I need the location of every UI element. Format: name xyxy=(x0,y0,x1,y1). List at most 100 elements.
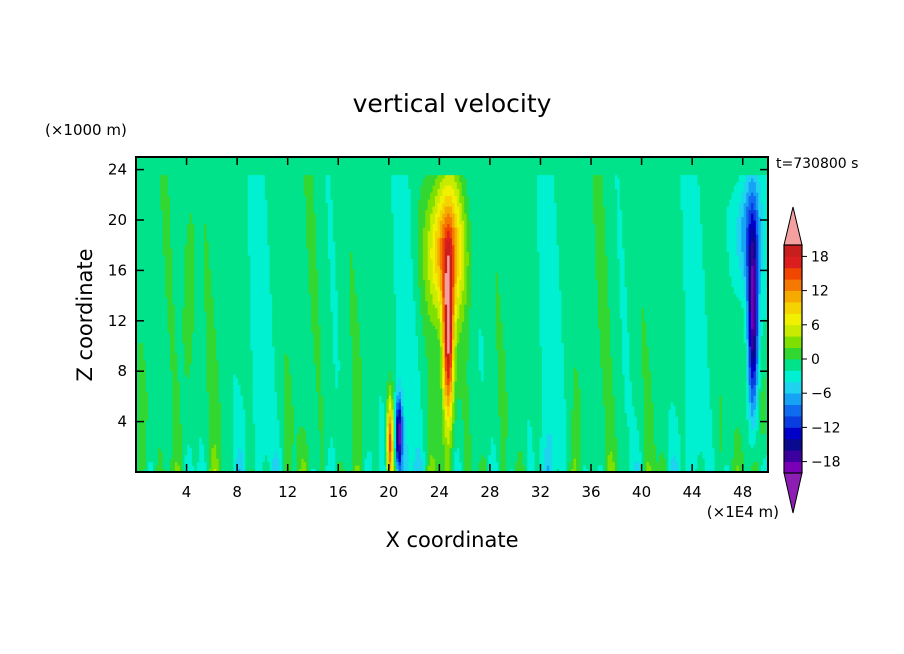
field-cell xyxy=(503,430,507,435)
field-cell xyxy=(571,447,575,452)
field-cell xyxy=(476,426,480,431)
field-cell xyxy=(383,468,387,472)
field-cell xyxy=(396,423,400,428)
field-cell xyxy=(748,426,752,431)
field-cell xyxy=(524,461,528,466)
field-cell xyxy=(140,468,144,472)
field-cell xyxy=(738,454,742,459)
field-cell xyxy=(488,454,492,459)
field-cell xyxy=(459,416,463,421)
field-cell xyxy=(648,458,652,463)
field-cell xyxy=(529,437,533,442)
field-cell xyxy=(330,451,334,456)
field-cell xyxy=(143,444,147,449)
field-cell xyxy=(549,437,553,442)
field-cell xyxy=(315,461,319,466)
field-cell xyxy=(337,447,341,452)
field-cell xyxy=(464,412,468,417)
field-cell xyxy=(155,454,159,459)
field-cell xyxy=(228,458,232,463)
field-cell xyxy=(320,419,324,424)
field-cell xyxy=(697,468,701,472)
field-cell xyxy=(430,426,434,431)
field-cell xyxy=(646,465,650,470)
field-cell xyxy=(554,437,558,442)
field-cell xyxy=(658,447,662,452)
field-cell xyxy=(291,433,295,438)
field-cell xyxy=(179,430,183,435)
field-cell xyxy=(420,426,424,431)
field-cell xyxy=(347,412,351,417)
field-cell xyxy=(682,423,686,428)
field-cell xyxy=(721,437,725,442)
field-cell xyxy=(366,419,370,424)
field-cell xyxy=(755,465,759,470)
field-cell xyxy=(699,419,703,424)
field-cell xyxy=(376,416,380,421)
field-cell xyxy=(692,423,696,428)
field-cell xyxy=(597,461,601,466)
field-cell xyxy=(434,416,439,421)
field-cell xyxy=(439,426,443,431)
field-cell xyxy=(498,426,502,431)
field-cell xyxy=(179,437,183,442)
field-cell xyxy=(454,465,458,470)
field-cell xyxy=(507,419,511,424)
field-cell xyxy=(753,430,757,435)
field-cell xyxy=(383,444,387,449)
field-cell xyxy=(549,423,553,428)
field-cell xyxy=(257,416,261,421)
field-cell xyxy=(413,433,417,438)
field-cell xyxy=(704,416,708,421)
field-cell xyxy=(298,454,302,459)
field-cell xyxy=(413,468,417,472)
field-cell xyxy=(498,451,502,456)
field-cell xyxy=(493,430,497,435)
field-cell xyxy=(213,437,217,442)
field-cell xyxy=(704,440,708,445)
field-cell xyxy=(607,437,611,442)
field-cell xyxy=(325,437,329,442)
field-cell xyxy=(568,461,572,466)
field-cell xyxy=(692,416,696,421)
field-cell xyxy=(568,416,572,421)
field-cell xyxy=(352,468,356,472)
field-cell xyxy=(228,423,232,428)
field-cell xyxy=(648,437,652,442)
field-cell xyxy=(583,454,587,459)
field-cell xyxy=(415,447,419,452)
field-cell xyxy=(374,444,378,449)
field-cell xyxy=(656,461,660,466)
field-cell xyxy=(328,465,332,470)
field-cell xyxy=(318,461,322,466)
field-cell xyxy=(719,423,723,428)
field-cell xyxy=(571,440,575,445)
field-cell xyxy=(624,461,628,466)
field-cell xyxy=(578,430,582,435)
field-cell xyxy=(585,444,589,449)
field-cell xyxy=(658,468,662,472)
field-cell xyxy=(150,451,154,456)
field-cell xyxy=(376,451,380,456)
field-cell xyxy=(721,426,725,431)
field-cell xyxy=(597,454,601,459)
field-cell xyxy=(743,451,747,456)
field-cell xyxy=(208,451,212,456)
field-cell xyxy=(383,454,387,459)
field-cell xyxy=(707,430,711,435)
field-cell xyxy=(179,444,183,449)
field-cell xyxy=(605,447,609,452)
field-cell xyxy=(415,444,419,449)
field-cell xyxy=(639,454,643,459)
field-cell xyxy=(425,458,429,463)
field-cell xyxy=(682,461,686,466)
field-cell xyxy=(459,430,463,435)
field-cell xyxy=(551,437,555,442)
field-cell xyxy=(665,461,669,466)
field-cell xyxy=(682,458,686,463)
field-cell xyxy=(145,451,149,456)
field-cell xyxy=(376,447,380,452)
field-cell xyxy=(658,423,662,428)
field-cell xyxy=(512,423,516,428)
field-cell xyxy=(483,468,487,472)
